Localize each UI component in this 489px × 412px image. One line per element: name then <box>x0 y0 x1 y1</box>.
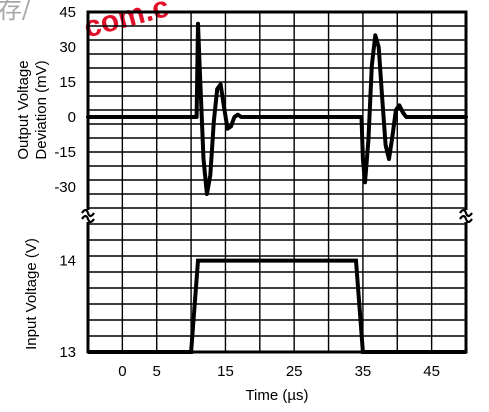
axis-labels: Time (µs) Output Voltage Deviation (mV) Inp… <box>15 60 309 404</box>
y-tick-label-top: -15 <box>54 144 76 161</box>
tick-labels: 45 30 15 0 -15 -30 14 13 0 5 15 25 35 45 <box>54 4 440 380</box>
x-tick-label: 35 <box>355 363 372 380</box>
plot-frame <box>86 10 468 354</box>
y-tick-label-top: 15 <box>59 74 76 91</box>
axis-break-right <box>459 214 473 224</box>
watermark-text: com.c <box>80 0 172 44</box>
y-tick-label-bottom: 14 <box>59 253 76 270</box>
watermark-prefix: 存/ <box>0 0 31 24</box>
axis-break-mask <box>81 210 95 222</box>
axis-break-marks <box>81 208 473 224</box>
x-tick-label: 45 <box>423 363 440 380</box>
grid <box>88 12 466 352</box>
y-tick-label-bottom: 13 <box>59 344 76 361</box>
input-voltage-trace <box>88 258 466 354</box>
axis-break-mask <box>459 210 473 222</box>
output-deviation-trace <box>86 21 468 196</box>
y-tick-label-top: -30 <box>54 179 76 196</box>
x-tick-label: 15 <box>217 363 234 380</box>
axis-break-left <box>81 214 95 224</box>
y-axis-label-top-line1: Output Voltage <box>15 60 32 159</box>
series-group <box>86 21 468 354</box>
y-tick-label-top: 30 <box>59 39 76 56</box>
x-tick-label: 25 <box>286 363 303 380</box>
x-axis-label: Time (µs) <box>245 387 308 404</box>
plot-border <box>86 10 468 354</box>
watermark: 存/ com.c <box>0 0 173 44</box>
y-tick-label-top: 0 <box>68 109 76 126</box>
y-axis-label-top-line2: Deviation (mV) <box>33 60 50 159</box>
axis-break-right <box>459 208 473 218</box>
x-tick-label: 5 <box>153 363 161 380</box>
x-tick-label: 0 <box>118 363 126 380</box>
y-axis-label-bottom: Input Voltage (V) <box>23 238 40 350</box>
axis-break-left <box>81 208 95 218</box>
y-tick-label-top: 45 <box>59 4 76 21</box>
